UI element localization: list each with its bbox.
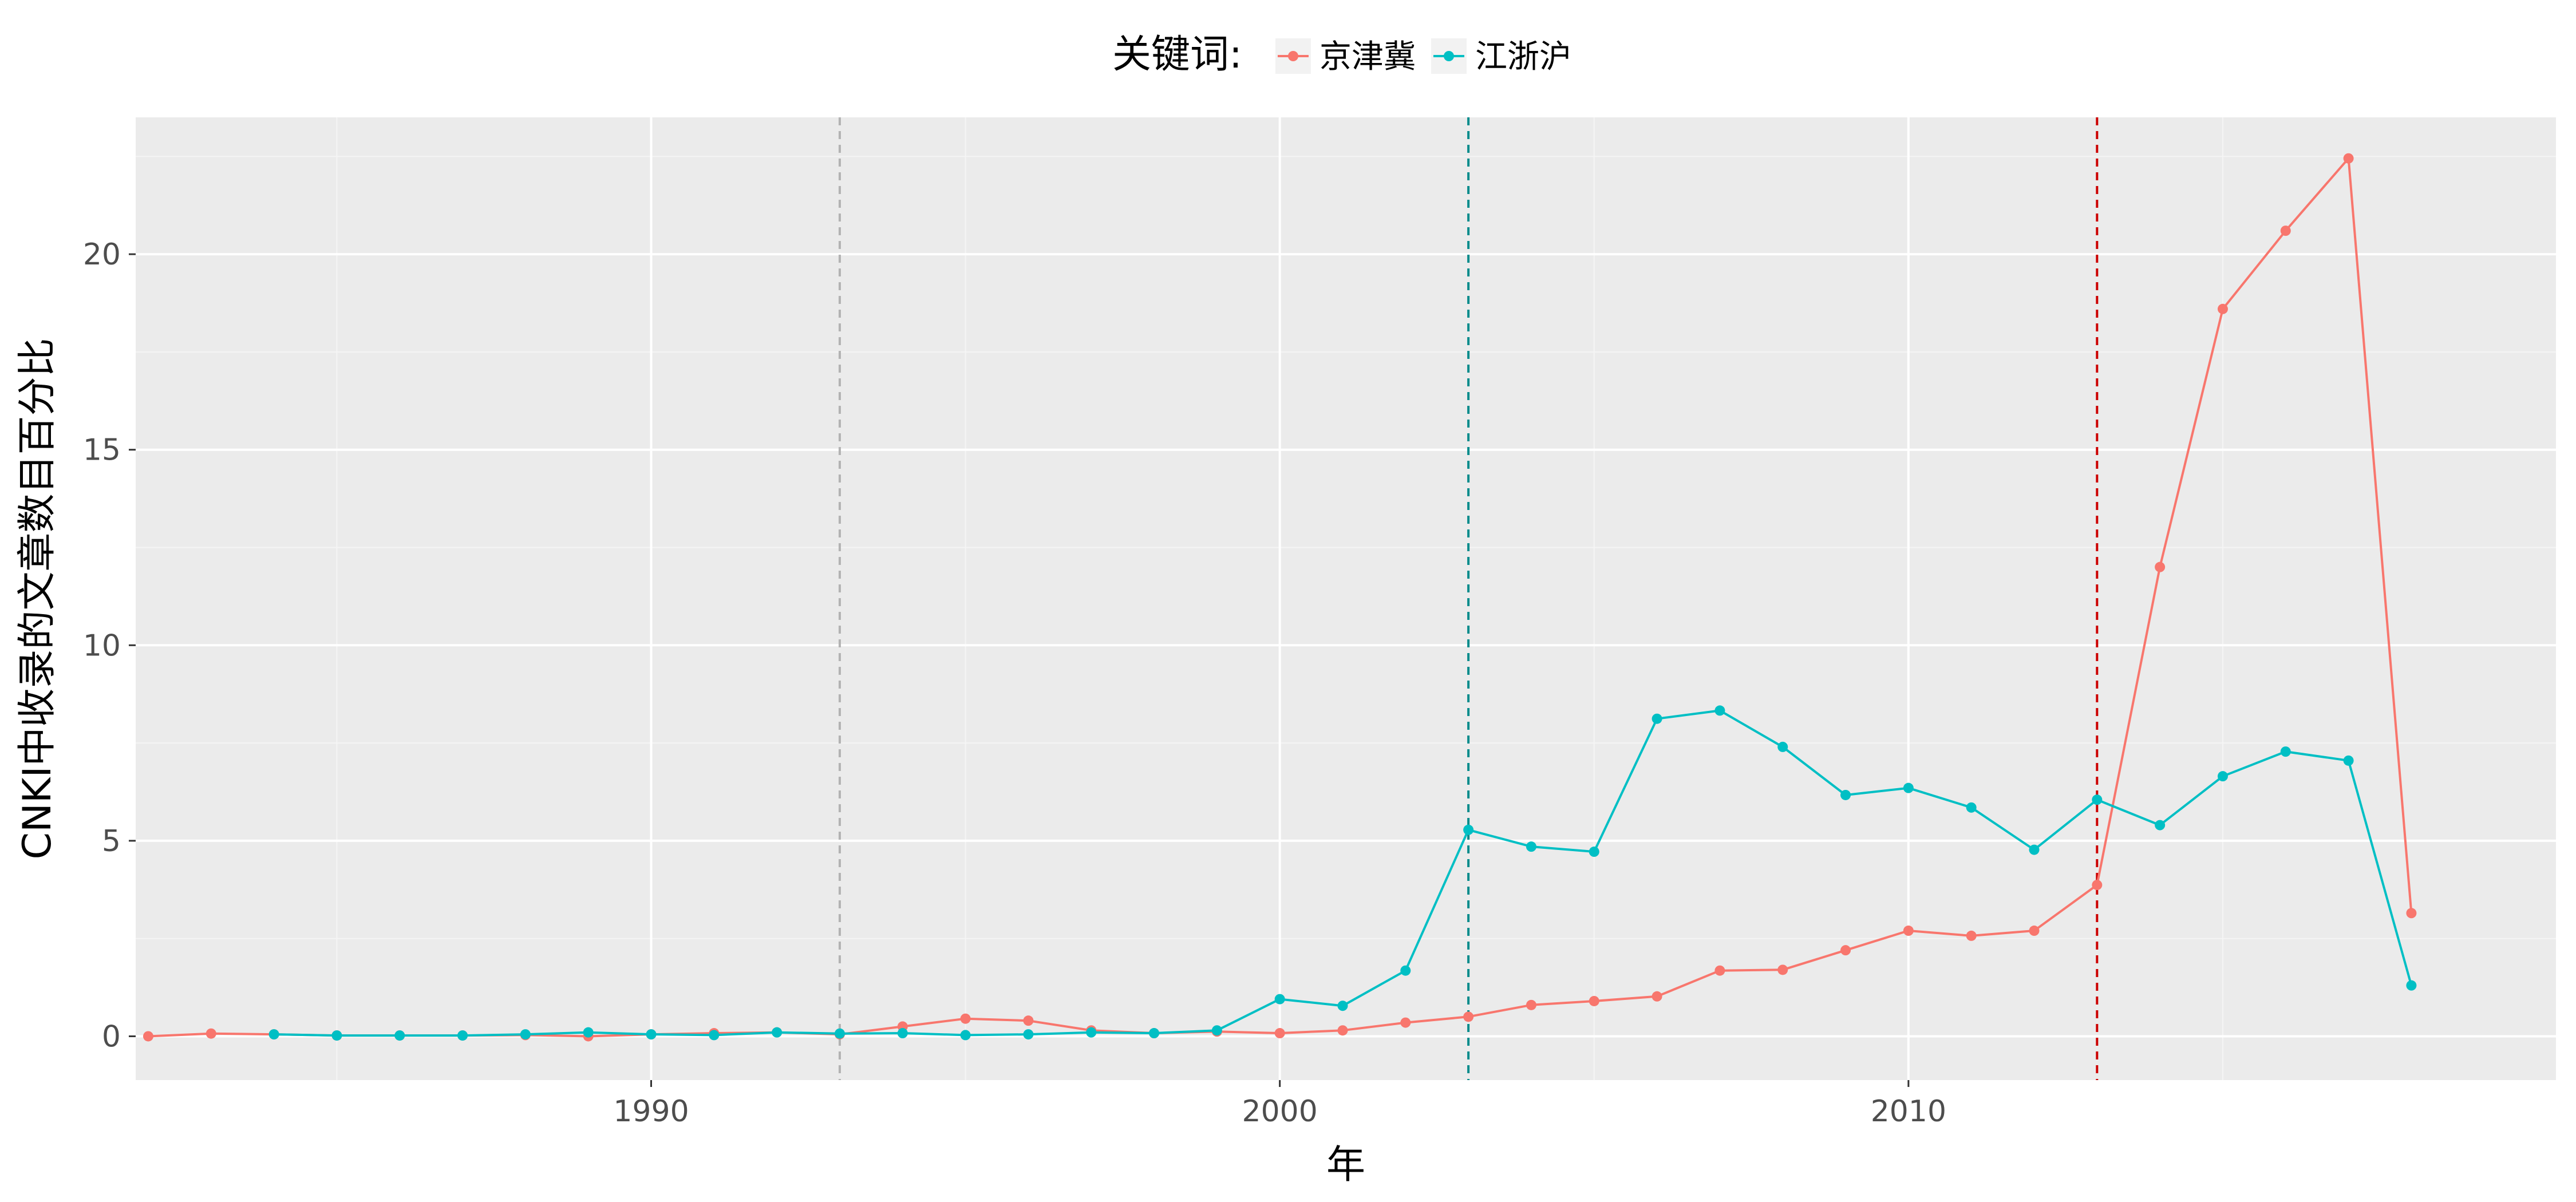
legend-label-jingjinji: 京津冀 [1319, 38, 1416, 76]
data-point [646, 1029, 657, 1039]
data-point [583, 1027, 594, 1038]
data-point [1903, 783, 1914, 793]
y-tick-label: 5 [102, 824, 121, 859]
data-point [1086, 1027, 1096, 1038]
data-point [1023, 1029, 1033, 1039]
x-axis: 1990 2000 2010 [613, 1080, 1946, 1129]
data-point [1777, 742, 1788, 752]
data-point [1714, 705, 1725, 715]
y-tick-label: 15 [83, 433, 121, 468]
legend-title: 关键词: [1112, 32, 1242, 77]
data-point [1777, 964, 1788, 975]
data-point [1338, 1001, 1348, 1011]
data-point [1023, 1015, 1033, 1026]
data-point [1966, 931, 1977, 941]
legend-item-jiangzhehu: 江浙沪 [1431, 38, 1571, 76]
data-point [1463, 825, 1473, 835]
data-point [2344, 153, 2354, 164]
data-point [1652, 714, 1662, 724]
data-point [835, 1029, 845, 1039]
y-tick-label: 0 [102, 1019, 121, 1054]
data-point [269, 1029, 279, 1039]
data-point [2344, 756, 2354, 766]
data-point [898, 1028, 908, 1038]
data-point [1400, 1018, 1411, 1028]
data-point [709, 1030, 719, 1040]
data-point [2092, 794, 2102, 805]
data-point [1212, 1025, 1222, 1035]
data-point [2155, 562, 2165, 572]
data-point [331, 1030, 342, 1041]
data-point [772, 1027, 782, 1038]
data-point [1589, 847, 1599, 857]
data-point [2029, 926, 2040, 936]
data-point [2406, 908, 2416, 918]
data-point [1463, 1011, 1473, 1022]
data-point [1840, 790, 1851, 800]
legend: 关键词: 京津冀 江浙沪 [1112, 32, 1571, 77]
data-point [2155, 820, 2165, 831]
x-tick-label: 2000 [1242, 1094, 1318, 1129]
data-point [1840, 945, 1851, 955]
panel-background [136, 117, 2556, 1080]
data-point [1526, 1000, 1536, 1010]
y-axis-title: CNKI中收录的文章数目百分比 [15, 338, 60, 860]
data-point [143, 1031, 153, 1041]
data-point [2218, 304, 2228, 314]
data-point [1400, 966, 1411, 976]
legend-label-jiangzhehu: 江浙沪 [1475, 38, 1571, 76]
data-point [2092, 880, 2102, 890]
data-point [2281, 226, 2291, 236]
y-tick-label: 20 [83, 238, 121, 272]
data-point [1966, 802, 1977, 813]
data-point [206, 1029, 216, 1039]
data-point [394, 1030, 405, 1041]
x-tick-label: 2010 [1871, 1094, 1946, 1129]
data-point [1652, 991, 1662, 1002]
legend-item-jingjinji: 京津冀 [1275, 38, 1416, 76]
data-point [2218, 771, 2228, 781]
data-point [961, 1014, 971, 1024]
data-point [457, 1030, 468, 1041]
data-point [2029, 845, 2040, 855]
data-point [1589, 996, 1599, 1006]
data-point [1149, 1028, 1159, 1038]
data-point [1714, 966, 1725, 976]
data-point [1526, 841, 1536, 852]
y-axis: 0 5 10 15 20 [83, 238, 136, 1054]
y-tick-label: 10 [83, 628, 121, 663]
data-point [2406, 980, 2416, 991]
data-point [1275, 994, 1285, 1005]
x-axis-title: 年 [1326, 1142, 1365, 1188]
data-point [1903, 926, 1914, 936]
data-point [520, 1029, 531, 1039]
data-point [1338, 1025, 1348, 1035]
data-point [1275, 1028, 1285, 1038]
data-point [961, 1030, 971, 1040]
data-point [2281, 746, 2291, 757]
x-tick-label: 1990 [613, 1094, 689, 1129]
